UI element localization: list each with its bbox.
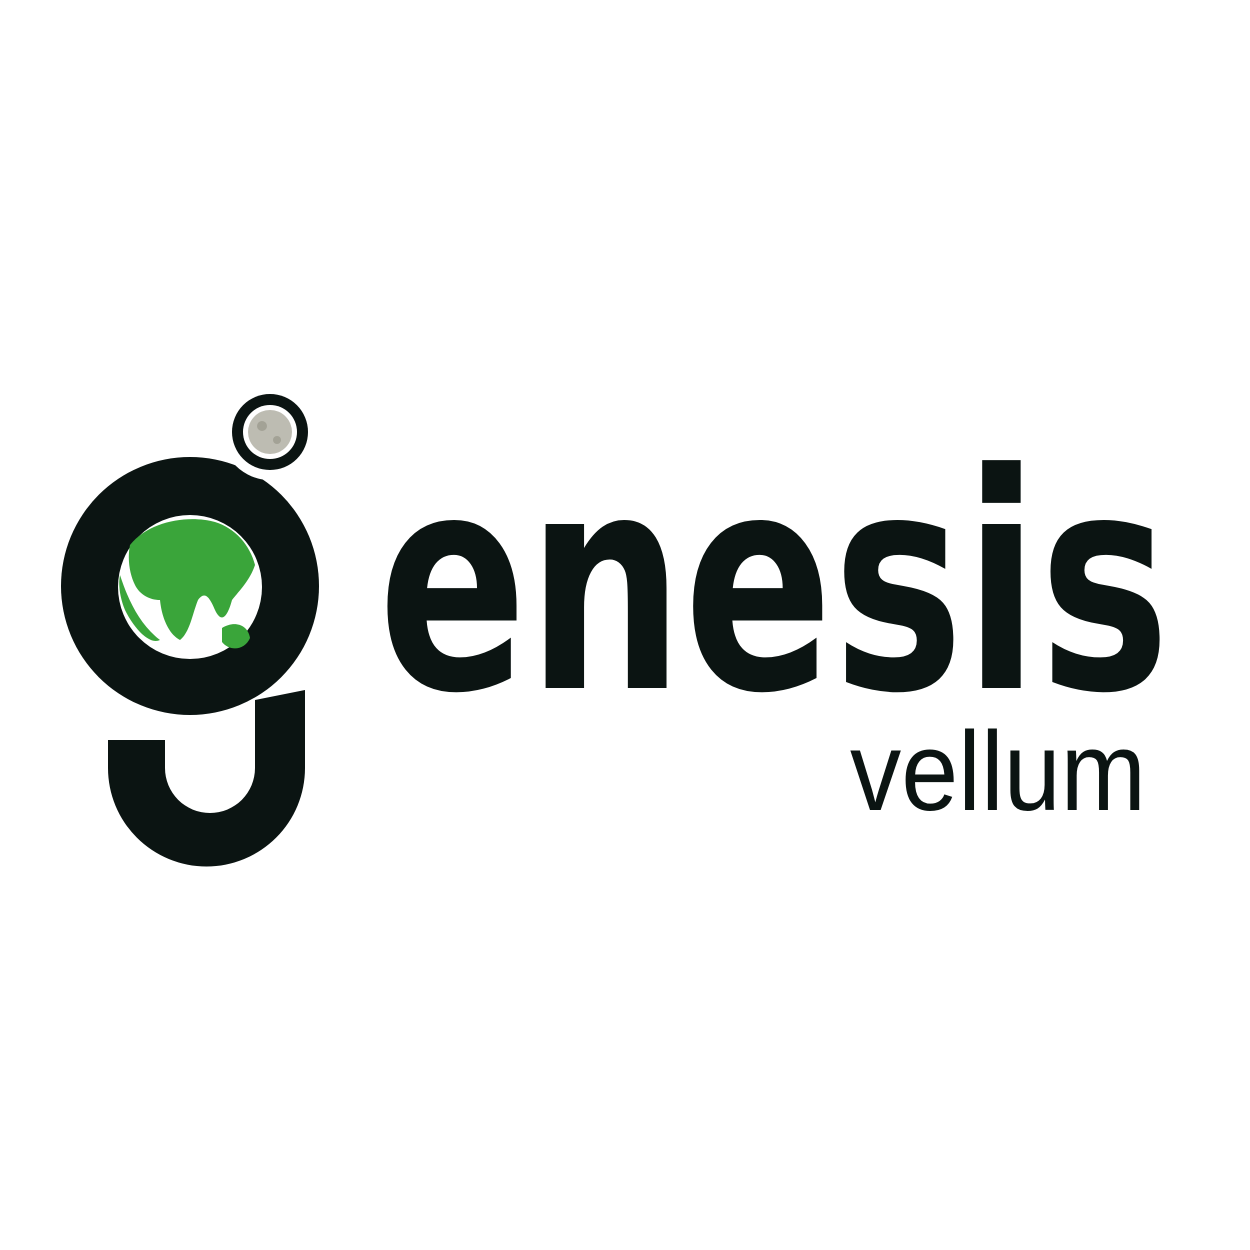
g-tail	[108, 690, 305, 867]
moon-crater	[273, 436, 281, 444]
letter-g-emblem	[61, 384, 319, 867]
moon	[248, 410, 292, 454]
wordmark: enesis	[378, 410, 1170, 759]
globe-land	[119, 519, 255, 649]
continent	[128, 519, 255, 640]
moon-crater	[257, 421, 267, 431]
continent	[119, 575, 160, 641]
tagline: vellum	[850, 709, 1146, 834]
continent	[222, 624, 250, 649]
